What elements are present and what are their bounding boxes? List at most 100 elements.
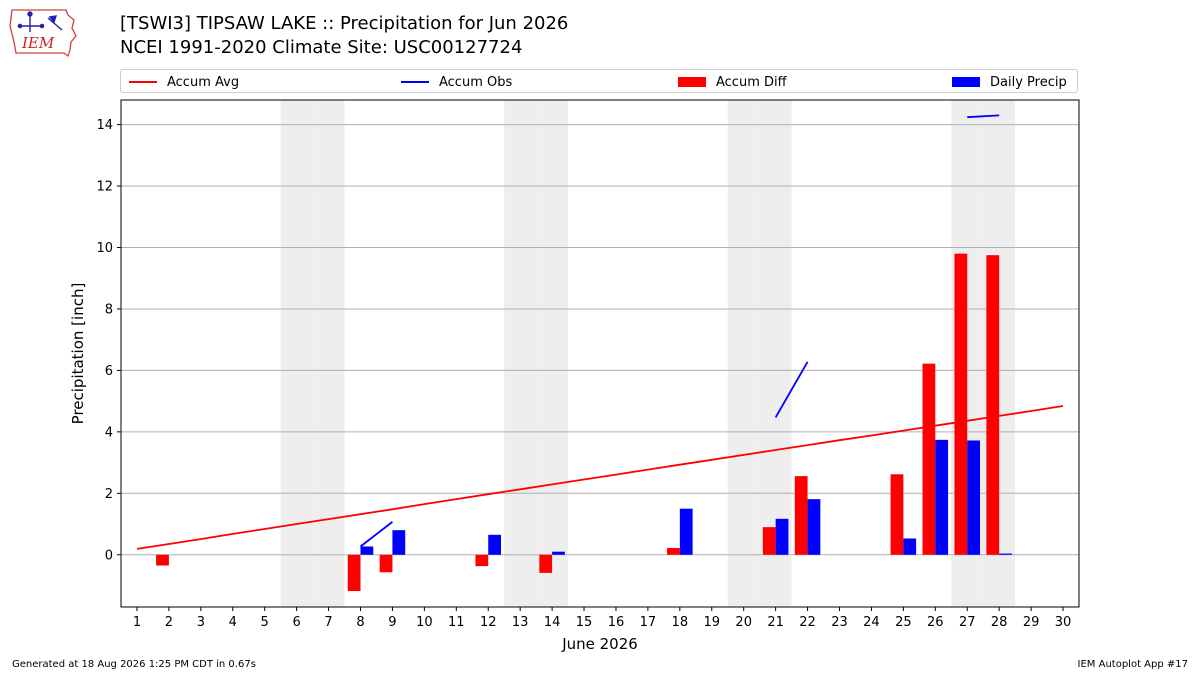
line-accum-avg: [136, 405, 1064, 550]
legend-label-accum-diff: Accum Diff: [716, 74, 787, 90]
chart-title: [TSWI3] TIPSAW LAKE :: Precipitation for…: [120, 13, 569, 34]
x-tick-label-11: 11: [448, 615, 465, 630]
y-axis-label: Precipitation [inch]: [69, 283, 87, 425]
gridlines: [121, 124, 1079, 556]
x-tick-label-16: 16: [608, 615, 625, 630]
legend-label-daily-precip: Daily Precip: [990, 74, 1067, 90]
x-tick-label-28: 28: [991, 615, 1008, 630]
legend-item-accum-avg: Accum Avg: [129, 70, 239, 94]
legend-swatch-accum-diff: [678, 77, 706, 87]
x-tick-label-1: 1: [133, 615, 141, 630]
x-tick-label-24: 24: [863, 615, 880, 630]
bar-daily-precip-day-14: [552, 551, 565, 555]
bar-daily-precip-day-21: [775, 518, 789, 555]
weekend-band-20: [727, 100, 760, 607]
legend-swatch-accum-obs: [401, 81, 429, 83]
x-tick-label-18: 18: [672, 615, 689, 630]
y-tick-label-0: 0: [105, 548, 113, 563]
legend-item-accum-diff: Accum Diff: [678, 70, 787, 94]
weekend-band-14: [536, 100, 569, 607]
legend-swatch-daily-precip: [952, 77, 980, 87]
y-tick-label-6: 6: [105, 364, 113, 379]
iowa-outline-icon: [9, 9, 77, 58]
x-tick-label-9: 9: [388, 615, 396, 630]
bar-daily-precip-day-22: [807, 499, 821, 555]
legend: Accum Avg Accum Obs Accum Diff Daily Pre…: [120, 69, 1078, 93]
chart-subtitle: NCEI 1991-2020 Climate Site: USC00127724: [120, 37, 523, 58]
x-tick-label-14: 14: [544, 615, 561, 630]
bar-daily-precip-day-8: [360, 546, 374, 555]
x-tick-label-7: 7: [324, 615, 332, 630]
bar-accum-diff-day-22: [794, 476, 808, 555]
bar-daily-precip-day-18: [679, 508, 693, 555]
x-axis-ticks: 1 2 3 4 5 6 7 8 9 10 11 12 13 14 15 16 17 18 19 20 21 22 23 24 2…: [133, 607, 1071, 630]
x-tick-label-20: 20: [735, 615, 752, 630]
footer-generated-text: Generated at 18 Aug 2026 1:25 PM CDT in …: [12, 659, 256, 670]
bar-accum-diff-day-14: [539, 554, 553, 573]
x-tick-label-15: 15: [576, 615, 593, 630]
x-tick-label-13: 13: [512, 615, 529, 630]
x-tick-label-10: 10: [416, 615, 433, 630]
x-tick-label-6: 6: [292, 615, 300, 630]
logo-text: IEM: [21, 34, 55, 52]
x-tick-label-8: 8: [356, 615, 364, 630]
bar-daily-precip-day-27: [967, 440, 981, 555]
y-tick-label-4: 4: [105, 425, 113, 440]
bar-accum-diff-day-12: [475, 554, 489, 567]
x-tick-label-4: 4: [229, 615, 237, 630]
weekend-band-13: [504, 100, 537, 607]
x-tick-label-2: 2: [165, 615, 173, 630]
bar-accum-diff-day-26: [922, 363, 936, 555]
y-tick-label-8: 8: [105, 302, 113, 317]
iem-logo: IEM: [9, 9, 77, 58]
bar-accum-diff-day-2: [156, 554, 169, 566]
bars: [156, 253, 1012, 592]
bar-daily-precip-day-9: [392, 530, 406, 555]
x-tick-label-29: 29: [1023, 615, 1040, 630]
bar-accum-diff-day-28: [986, 255, 1000, 555]
x-tick-label-5: 5: [261, 615, 269, 630]
weekend-band-7: [312, 100, 345, 607]
weekend-band-6: [280, 100, 313, 607]
x-tick-label-26: 26: [927, 615, 944, 630]
x-tick-label-23: 23: [831, 615, 848, 630]
x-tick-label-19: 19: [703, 615, 720, 630]
bar-accum-diff-day-9: [379, 554, 393, 573]
weather-station-icon: [17, 11, 63, 32]
legend-label-accum-obs: Accum Obs: [439, 74, 513, 90]
plot-frame: [120, 99, 1080, 608]
y-tick-label-2: 2: [105, 487, 113, 502]
x-tick-label-3: 3: [197, 615, 205, 630]
bar-accum-diff-day-18: [667, 548, 680, 555]
legend-item-daily-precip: Daily Precip: [952, 70, 1067, 94]
line-accum-obs-segment-3: [967, 114, 1000, 119]
y-tick-label-12: 12: [96, 180, 113, 195]
x-tick-label-25: 25: [895, 615, 912, 630]
bar-daily-precip-day-26: [935, 439, 949, 555]
x-tick-label-30: 30: [1055, 615, 1072, 630]
bar-accum-diff-day-25: [890, 474, 904, 555]
y-tick-label-14: 14: [96, 118, 113, 133]
bar-daily-precip-day-25: [903, 538, 917, 555]
legend-swatch-accum-avg: [129, 81, 157, 83]
y-tick-label-10: 10: [96, 241, 113, 256]
footer-app-text: IEM Autoplot App #17: [1077, 659, 1188, 670]
y-axis-ticks: 0 2 4 6 8 10 12 14: [96, 118, 121, 563]
legend-label-accum-avg: Accum Avg: [167, 74, 240, 90]
line-accum-obs-segment-1: [359, 521, 393, 548]
weekend-shading: [280, 100, 1016, 607]
bar-accum-diff-day-8: [347, 554, 361, 592]
line-accum-obs-segment-2: [774, 361, 809, 418]
bar-accum-diff-day-27: [954, 253, 968, 555]
bar-accum-diff-day-21: [762, 527, 776, 555]
x-tick-label-22: 22: [799, 615, 816, 630]
x-tick-label-27: 27: [959, 615, 976, 630]
lines: [136, 114, 1064, 550]
x-tick-label-12: 12: [480, 615, 497, 630]
bar-daily-precip-day-28: [999, 553, 1012, 555]
x-axis-label: June 2026: [561, 635, 638, 653]
bar-daily-precip-day-12: [488, 534, 502, 555]
x-tick-label-17: 17: [640, 615, 657, 630]
legend-item-accum-obs: Accum Obs: [401, 70, 512, 94]
